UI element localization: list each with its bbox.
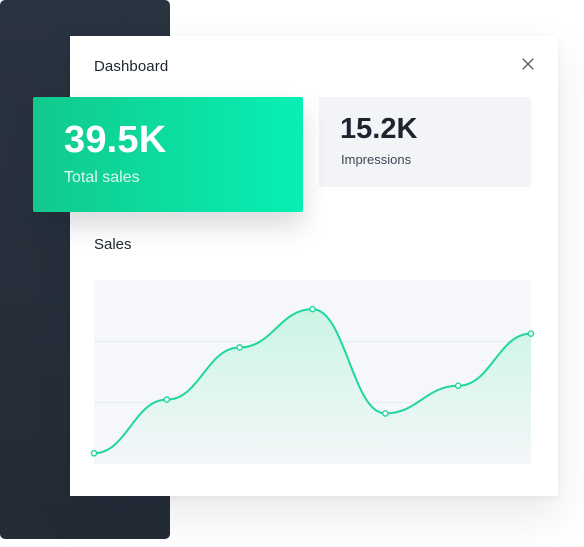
impressions-card: 15.2K Impressions [319,97,531,187]
total-sales-label: Total sales [64,169,140,186]
chart-point-3 [309,305,316,313]
chart-point-0 [90,449,98,457]
chart-title: Sales [94,236,132,253]
sales-area-fill [94,309,531,464]
chart-point-4 [382,410,389,417]
chart-point-2 [236,344,243,351]
chart-point-6 [527,330,535,337]
total-sales-value: 39.5K [64,119,167,161]
sales-area-chart [90,280,535,464]
impressions-value: 15.2K [340,113,418,145]
chart-point-5 [454,382,462,390]
chart-point-1 [163,396,171,403]
total-sales-card: 39.5K Total sales [33,97,303,212]
card-title: Dashboard [94,58,169,75]
close-icon[interactable] [518,54,538,74]
impressions-label: Impressions [341,152,412,167]
